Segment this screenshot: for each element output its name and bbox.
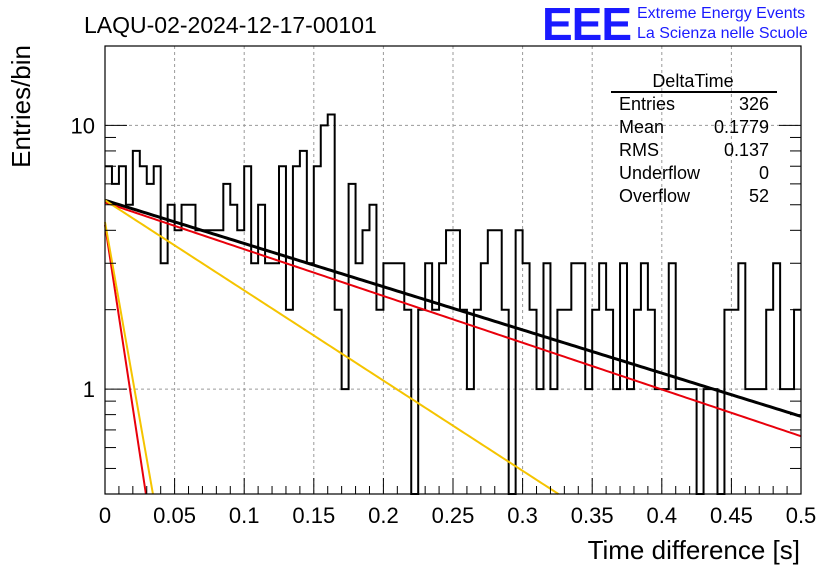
stats-value: 0.137 <box>724 140 769 160</box>
x-tick-label: 0.15 <box>292 503 335 528</box>
logo-line-2: La Scienza nelle Scuole <box>637 25 808 42</box>
fit-fast-alt-curve <box>104 221 154 495</box>
y-axis-title: Entries/bin <box>6 45 36 168</box>
y-tick-label: 10 <box>71 113 95 138</box>
x-tick-label: 0.4 <box>647 503 678 528</box>
stats-label: Entries <box>619 94 675 114</box>
stats-value: 326 <box>739 94 769 114</box>
fit-slow-alt-curve <box>104 199 559 495</box>
y-tick-labels: 1 10 <box>71 113 95 402</box>
histogram-bars <box>105 113 801 495</box>
x-tick-label: 0.5 <box>786 503 817 528</box>
y-tick-label: 1 <box>83 377 95 402</box>
x-tick-label: 0.05 <box>153 503 196 528</box>
fit-slow-curve <box>104 201 802 438</box>
axis-ticks <box>104 45 802 495</box>
stats-value: 0 <box>759 163 769 183</box>
stats-box: DeltaTime Entries 326 Mean 0.1779 RMS 0.137 Un… <box>611 71 777 206</box>
stats-label: RMS <box>619 140 659 160</box>
x-tick-label: 0.25 <box>432 503 475 528</box>
stats-label: Overflow <box>619 186 691 206</box>
grid-lines <box>105 46 801 494</box>
stats-rows: Entries 326 Mean 0.1779 RMS 0.137 Underflow 0 Ov… <box>619 94 769 206</box>
x-tick-label: 0.35 <box>571 503 614 528</box>
stats-value: 52 <box>749 186 769 206</box>
fit-curves <box>104 198 802 495</box>
stats-value: 0.1779 <box>714 117 769 137</box>
fit-total-curve <box>104 198 802 418</box>
stats-label: Mean <box>619 117 664 137</box>
eee-logo: EEE <box>542 0 631 50</box>
x-tick-labels: 0 0.05 0.1 0.15 0.2 0.25 0.3 0.35 0.4 0.45 0.5 <box>99 503 816 528</box>
fit-fast-curve <box>104 224 147 495</box>
x-tick-label: 0 <box>99 503 111 528</box>
x-tick-label: 0.2 <box>368 503 399 528</box>
x-axis-title: Time difference [s] <box>588 535 800 565</box>
x-tick-label: 0.3 <box>507 503 538 528</box>
stats-name: DeltaTime <box>652 71 733 91</box>
histogram-outline <box>105 113 801 495</box>
x-tick-label: 0.45 <box>710 503 753 528</box>
chart-title: LAQU-02-2024-12-17-00101 <box>84 12 377 38</box>
logo-line-1: Extreme Energy Events <box>637 5 805 22</box>
x-tick-label: 0.1 <box>229 503 260 528</box>
stats-label: Underflow <box>619 163 701 183</box>
